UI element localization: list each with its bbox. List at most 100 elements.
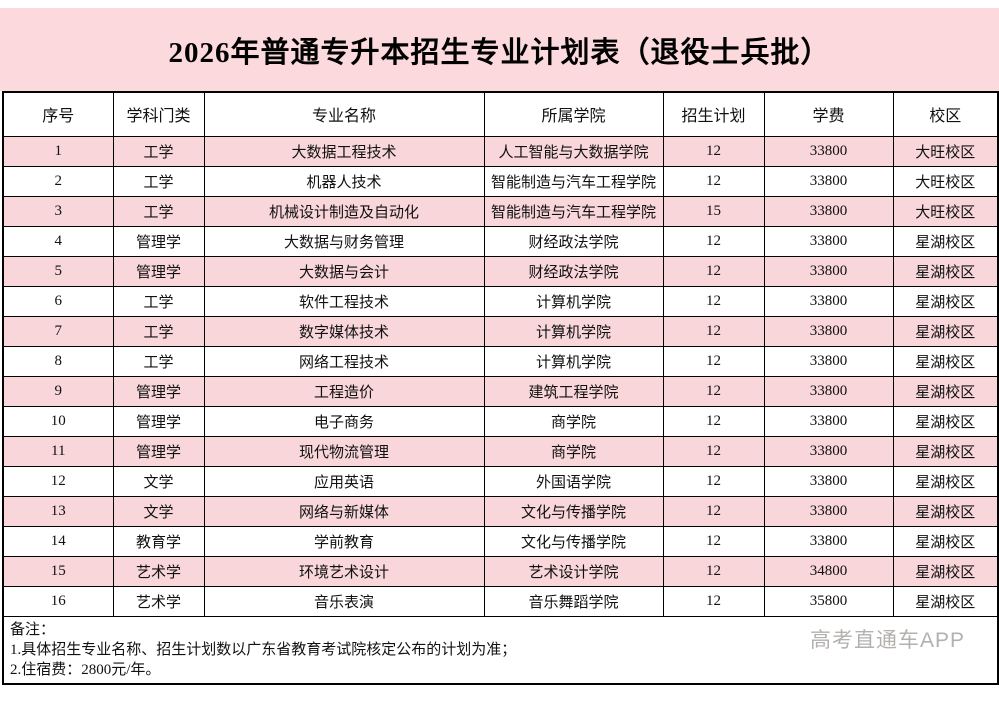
cell-tuition: 33800 [763, 135, 894, 167]
cell-index: 5 [2, 255, 114, 287]
column-header-college: 所属学院 [483, 91, 664, 137]
cell-college: 智能制造与汽车工程学院 [483, 165, 664, 197]
cell-plan: 12 [662, 135, 765, 167]
cell-college: 艺术设计学院 [483, 555, 664, 587]
cell-college: 音乐舞蹈学院 [483, 585, 664, 617]
cell-campus: 大旺校区 [892, 165, 999, 197]
table-row: 9 管理学 工程造价 建筑工程学院 12 33800 星湖校区 [2, 375, 999, 407]
cell-college: 智能制造与汽车工程学院 [483, 195, 664, 227]
watermark: 高考直通车APP [809, 628, 965, 652]
notes-label: 备注： [10, 621, 56, 638]
cell-plan: 12 [662, 165, 765, 197]
cell-index: 1 [2, 135, 114, 167]
cell-major: 大数据工程技术 [203, 135, 485, 167]
column-header-plan: 招生计划 [662, 91, 765, 137]
note-line-1: 1.具体招生专业名称、招生计划数以广东省教育考试院核定公布的计划为准； [10, 641, 517, 658]
cell-college: 建筑工程学院 [483, 375, 664, 407]
cell-campus: 星湖校区 [892, 465, 999, 497]
cell-plan: 12 [662, 435, 765, 467]
cell-category: 管理学 [112, 225, 205, 257]
cell-plan: 12 [662, 465, 765, 497]
cell-college: 商学院 [483, 435, 664, 467]
cell-index: 13 [2, 495, 114, 527]
cell-index: 9 [2, 375, 114, 407]
cell-major: 机械设计制造及自动化 [203, 195, 485, 227]
cell-category: 工学 [112, 165, 205, 197]
cell-index: 4 [2, 225, 114, 257]
page-title: 2026年普通专升本招生专业计划表（退役士兵批） [168, 36, 831, 69]
title-banner: 2026年普通专升本招生专业计划表（退役士兵批） [0, 8, 999, 91]
cell-category: 文学 [112, 495, 205, 527]
cell-campus: 大旺校区 [892, 195, 999, 227]
cell-major: 软件工程技术 [203, 285, 485, 317]
cell-category: 管理学 [112, 435, 205, 467]
table-row: 7 工学 数字媒体技术 计算机学院 12 33800 星湖校区 [2, 315, 999, 347]
table-row: 4 管理学 大数据与财务管理 财经政法学院 12 33800 星湖校区 [2, 225, 999, 257]
note-line-2: 2.住宿费：2800元/年。 [10, 662, 161, 678]
cell-tuition: 33800 [763, 345, 894, 377]
cell-index: 2 [2, 165, 114, 197]
cell-tuition: 33800 [763, 255, 894, 287]
cell-major: 网络工程技术 [203, 345, 485, 377]
cell-campus: 大旺校区 [892, 135, 999, 167]
cell-plan: 12 [662, 525, 765, 557]
table-row: 15 艺术学 环境艺术设计 艺术设计学院 12 34800 星湖校区 [2, 555, 999, 587]
cell-plan: 12 [662, 315, 765, 347]
cell-campus: 星湖校区 [892, 225, 999, 257]
table-row: 11 管理学 现代物流管理 商学院 12 33800 星湖校区 [2, 435, 999, 467]
cell-campus: 星湖校区 [892, 255, 999, 287]
cell-category: 管理学 [112, 375, 205, 407]
cell-category: 教育学 [112, 525, 205, 557]
table-row: 5 管理学 大数据与会计 财经政法学院 12 33800 星湖校区 [2, 255, 999, 287]
cell-category: 工学 [112, 315, 205, 347]
cell-major: 工程造价 [203, 375, 485, 407]
cell-plan: 12 [662, 345, 765, 377]
column-header-campus: 校区 [892, 91, 999, 137]
table-row: 3 工学 机械设计制造及自动化 智能制造与汽车工程学院 15 33800 大旺校区 [2, 195, 999, 227]
cell-campus: 星湖校区 [892, 405, 999, 437]
table-row: 16 艺术学 音乐表演 音乐舞蹈学院 12 35800 星湖校区 [2, 585, 999, 617]
notes-row: 备注： 1.具体招生专业名称、招生计划数以广东省教育考试院核定公布的计划为准； … [2, 615, 999, 685]
cell-plan: 12 [662, 555, 765, 587]
cell-college: 外国语学院 [483, 465, 664, 497]
notes-section: 备注： 1.具体招生专业名称、招生计划数以广东省教育考试院核定公布的计划为准； … [2, 615, 999, 685]
cell-major: 学前教育 [203, 525, 485, 557]
cell-category: 艺术学 [112, 585, 205, 617]
cell-major: 音乐表演 [203, 585, 485, 617]
cell-tuition: 33800 [763, 285, 894, 317]
table-row: 10 管理学 电子商务 商学院 12 33800 星湖校区 [2, 405, 999, 437]
column-header-category: 学科门类 [112, 91, 205, 137]
column-header-major: 专业名称 [203, 91, 485, 137]
table-row: 14 教育学 学前教育 文化与传播学院 12 33800 星湖校区 [2, 525, 999, 557]
cell-index: 10 [2, 405, 114, 437]
cell-major: 数字媒体技术 [203, 315, 485, 347]
cell-plan: 12 [662, 585, 765, 617]
table-row: 1 工学 大数据工程技术 人工智能与大数据学院 12 33800 大旺校区 [2, 135, 999, 167]
cell-index: 6 [2, 285, 114, 317]
cell-college: 文化与传播学院 [483, 525, 664, 557]
cell-tuition: 33800 [763, 525, 894, 557]
table-row: 6 工学 软件工程技术 计算机学院 12 33800 星湖校区 [2, 285, 999, 317]
cell-tuition: 33800 [763, 165, 894, 197]
cell-tuition: 35800 [763, 585, 894, 617]
cell-college: 计算机学院 [483, 345, 664, 377]
cell-college: 财经政法学院 [483, 255, 664, 287]
cell-plan: 12 [662, 255, 765, 287]
cell-index: 8 [2, 345, 114, 377]
cell-campus: 星湖校区 [892, 285, 999, 317]
table-header-row: 序号 学科门类 专业名称 所属学院 招生计划 学费 校区 [2, 91, 999, 137]
cell-college: 计算机学院 [483, 315, 664, 347]
cell-tuition: 33800 [763, 315, 894, 347]
table-row: 12 文学 应用英语 外国语学院 12 33800 星湖校区 [2, 465, 999, 497]
cell-index: 11 [2, 435, 114, 467]
cell-major: 大数据与会计 [203, 255, 485, 287]
cell-category: 工学 [112, 285, 205, 317]
enrollment-plan-table: 序号 学科门类 专业名称 所属学院 招生计划 学费 校区 1 工学 大数据工程技术 人工智能与大数… [2, 91, 999, 686]
cell-category: 管理学 [112, 255, 205, 287]
cell-index: 15 [2, 555, 114, 587]
cell-category: 管理学 [112, 405, 205, 437]
cell-major: 大数据与财务管理 [203, 225, 485, 257]
cell-major: 应用英语 [203, 465, 485, 497]
cell-plan: 12 [662, 405, 765, 437]
cell-plan: 12 [662, 495, 765, 527]
